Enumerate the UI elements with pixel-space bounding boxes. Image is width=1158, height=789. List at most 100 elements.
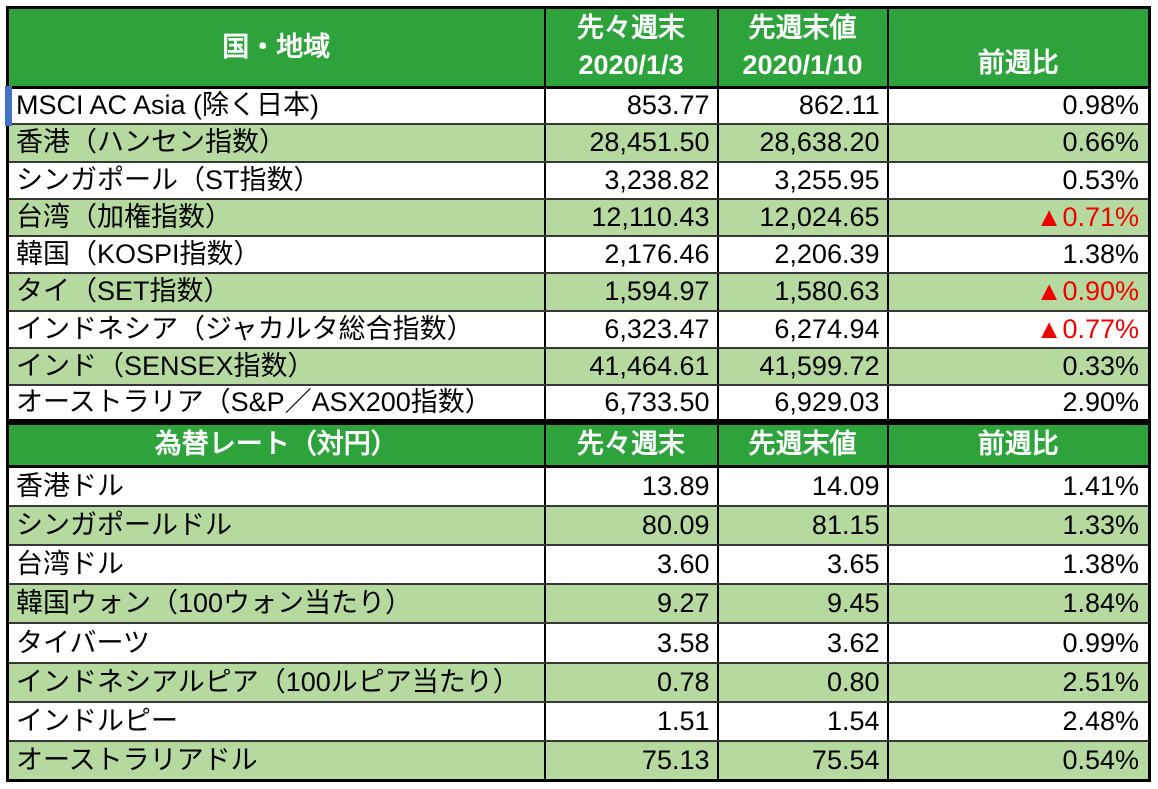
prev-value-cell[interactable]: 13.89 xyxy=(543,465,719,507)
label-cell[interactable]: インドルピー xyxy=(6,700,546,743)
label-cell[interactable]: タイ（SET指数） xyxy=(6,272,546,312)
change-cell[interactable]: 0.99% xyxy=(886,622,1151,664)
label-cell[interactable]: MSCI AC Asia (除く日本) xyxy=(6,85,546,126)
prev-value-cell[interactable]: 9.27 xyxy=(543,583,719,625)
last-value-cell[interactable]: 0.80 xyxy=(716,661,889,703)
last-value-cell[interactable]: 1,580.63 xyxy=(716,272,889,312)
index-rows: MSCI AC Asia (除く日本) 853.77 862.11 0.98% … xyxy=(6,85,1151,424)
asia-markets-table: 国・地域 先々週末 2020/1/3 先週末値 2020/1/10 前週比 MS… xyxy=(6,6,1151,782)
table-row: MSCI AC Asia (除く日本) 853.77 862.11 0.98% xyxy=(6,85,1151,126)
index-table-header: 国・地域 先々週末 2020/1/3 先週末値 2020/1/10 前週比 xyxy=(6,6,1151,89)
table-row: インド（SENSEX指数） 41,464.61 41,599.72 0.33% xyxy=(6,346,1151,387)
prev-value-cell[interactable]: 12,110.43 xyxy=(543,197,719,238)
table-row: インドネシアルピア（100ルピア当たり） 0.78 0.80 2.51% xyxy=(6,661,1151,703)
header-row-indices: 国・地域 先々週末 2020/1/3 先週末値 2020/1/10 前週比 xyxy=(6,6,1151,89)
prev-value-cell[interactable]: 3,238.82 xyxy=(543,160,719,200)
prev-value-cell[interactable]: 2,176.46 xyxy=(543,234,719,275)
fx-rows: 香港ドル 13.89 14.09 1.41% シンガポールドル 80.09 81… xyxy=(6,465,1151,782)
label-cell[interactable]: シンガポール（ST指数） xyxy=(6,160,546,200)
table-row: オーストラリア（S&P／ASX200指数） 6,733.50 6,929.03 … xyxy=(6,383,1151,424)
label-cell[interactable]: 台湾ドル xyxy=(6,543,546,586)
prev-value-cell[interactable]: 1.51 xyxy=(543,700,719,743)
change-cell[interactable]: 2.90% xyxy=(886,383,1151,424)
change-cell[interactable]: 1.41% xyxy=(886,465,1151,507)
header-fx-rate: 為替レート（対円） xyxy=(6,419,546,468)
table-row: インドルピー 1.51 1.54 2.48% xyxy=(6,700,1151,743)
label-cell[interactable]: 韓国ウォン（100ウォン当たり） xyxy=(6,583,546,625)
label-cell[interactable]: 香港ドル xyxy=(6,465,546,507)
prev-value-cell[interactable]: 0.78 xyxy=(543,661,719,703)
last-value-cell[interactable]: 1.54 xyxy=(716,700,889,743)
prev-value-cell[interactable]: 75.13 xyxy=(543,740,719,782)
change-cell[interactable]: ▲0.77% xyxy=(886,309,1151,349)
change-cell[interactable]: 1.84% xyxy=(886,583,1151,625)
last-value-cell[interactable]: 14.09 xyxy=(716,465,889,507)
prev-value-cell[interactable]: 3.60 xyxy=(543,543,719,586)
table-row: 台湾（加権指数） 12,110.43 12,024.65 ▲0.71% xyxy=(6,197,1151,238)
table-row: 韓国ウォン（100ウォン当たり） 9.27 9.45 1.84% xyxy=(6,583,1151,625)
last-value-cell[interactable]: 41,599.72 xyxy=(716,346,889,387)
header-week-before-last: 先々週末 2020/1/3 xyxy=(543,6,719,89)
last-value-cell[interactable]: 12,024.65 xyxy=(716,197,889,238)
label-cell[interactable]: インドネシア（ジャカルタ総合指数） xyxy=(6,309,546,349)
change-cell[interactable]: 0.66% xyxy=(886,123,1151,163)
change-cell[interactable]: 1.33% xyxy=(886,504,1151,546)
header-row-fx: 為替レート（対円） 先々週末 先週末値 前週比 xyxy=(6,419,1151,468)
prev-value-cell[interactable]: 41,464.61 xyxy=(543,346,719,387)
change-cell[interactable]: 0.98% xyxy=(886,85,1151,126)
header-week-before-last-date: 2020/1/3 xyxy=(578,50,684,81)
label-cell[interactable]: タイバーツ xyxy=(6,622,546,664)
label-cell[interactable]: 韓国（KOSPI指数） xyxy=(6,234,546,275)
change-cell[interactable]: 0.54% xyxy=(886,740,1151,782)
change-cell[interactable]: 0.33% xyxy=(886,346,1151,387)
change-cell[interactable]: 0.53% xyxy=(886,160,1151,200)
label-cell[interactable]: シンガポールドル xyxy=(6,504,546,546)
label-cell[interactable]: インド（SENSEX指数） xyxy=(6,346,546,387)
change-cell[interactable]: 2.48% xyxy=(886,700,1151,743)
table-row: インドネシア（ジャカルタ総合指数） 6,323.47 6,274.94 ▲0.7… xyxy=(6,309,1151,349)
table-row: 台湾ドル 3.60 3.65 1.38% xyxy=(6,543,1151,586)
last-value-cell[interactable]: 862.11 xyxy=(716,85,889,126)
table-row: タイ（SET指数） 1,594.97 1,580.63 ▲0.90% xyxy=(6,272,1151,312)
header-fx-wow-change: 前週比 xyxy=(886,419,1151,468)
prev-value-cell[interactable]: 28,451.50 xyxy=(543,123,719,163)
last-value-cell[interactable]: 81.15 xyxy=(716,504,889,546)
label-cell[interactable]: インドネシアルピア（100ルピア当たり） xyxy=(6,661,546,703)
last-value-cell[interactable]: 3,255.95 xyxy=(716,160,889,200)
change-cell[interactable]: 1.38% xyxy=(886,234,1151,275)
header-country-region: 国・地域 xyxy=(6,6,546,89)
prev-value-cell[interactable]: 1,594.97 xyxy=(543,272,719,312)
change-cell[interactable]: ▲0.71% xyxy=(886,197,1151,238)
label-cell[interactable]: 香港（ハンセン指数） xyxy=(6,123,546,163)
last-value-cell[interactable]: 3.62 xyxy=(716,622,889,664)
prev-value-cell[interactable]: 80.09 xyxy=(543,504,719,546)
change-cell[interactable]: 1.38% xyxy=(886,543,1151,586)
last-value-cell[interactable]: 9.45 xyxy=(716,583,889,625)
table-row: 韓国（KOSPI指数） 2,176.46 2,206.39 1.38% xyxy=(6,234,1151,275)
prev-value-cell[interactable]: 6,323.47 xyxy=(543,309,719,349)
last-value-cell[interactable]: 2,206.39 xyxy=(716,234,889,275)
header-last-week-label: 先週末値 xyxy=(748,13,857,43)
table-row: シンガポール（ST指数） 3,238.82 3,255.95 0.53% xyxy=(6,160,1151,200)
last-value-cell[interactable]: 75.54 xyxy=(716,740,889,782)
label-cell[interactable]: オーストラリア（S&P／ASX200指数） xyxy=(6,383,546,424)
change-cell[interactable]: 2.51% xyxy=(886,661,1151,703)
header-week-before-last-label: 先々週末 xyxy=(577,13,685,43)
active-cell-indicator xyxy=(5,86,12,126)
prev-value-cell[interactable]: 3.58 xyxy=(543,622,719,664)
table-row: シンガポールドル 80.09 81.15 1.33% xyxy=(6,504,1151,546)
last-value-cell[interactable]: 6,274.94 xyxy=(716,309,889,349)
header-last-week: 先週末値 2020/1/10 xyxy=(716,6,889,89)
header-fx-week-before-last: 先々週末 xyxy=(543,419,719,468)
table-row: タイバーツ 3.58 3.62 0.99% xyxy=(6,622,1151,664)
prev-value-cell[interactable]: 853.77 xyxy=(543,85,719,126)
prev-value-cell[interactable]: 6,733.50 xyxy=(543,383,719,424)
change-cell[interactable]: ▲0.90% xyxy=(886,272,1151,312)
last-value-cell[interactable]: 3.65 xyxy=(716,543,889,586)
last-value-cell[interactable]: 28,638.20 xyxy=(716,123,889,163)
label-cell[interactable]: オーストラリアドル xyxy=(6,740,546,782)
label-cell[interactable]: 台湾（加権指数） xyxy=(6,197,546,238)
table-row: 香港ドル 13.89 14.09 1.41% xyxy=(6,465,1151,507)
last-value-cell[interactable]: 6,929.03 xyxy=(716,383,889,424)
